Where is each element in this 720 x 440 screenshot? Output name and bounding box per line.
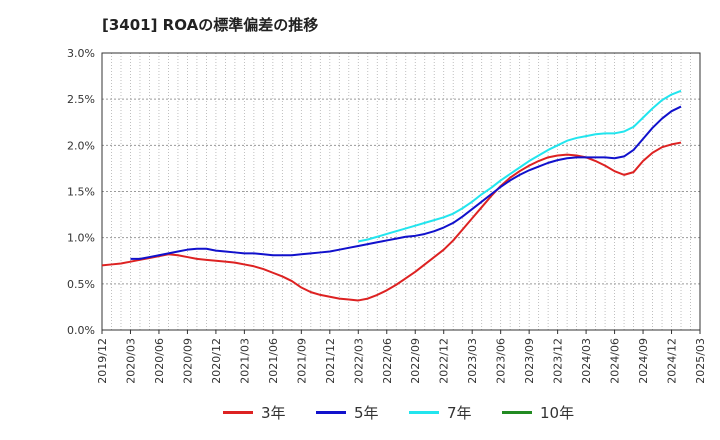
x-tick-label: 2023/12 <box>552 338 565 384</box>
y-axis-ticks: 0.0% 0.5% 1.0% 1.5% 2.0% 2.5% 3.0% <box>67 47 95 337</box>
x-tick-label: 2024/12 <box>666 338 679 384</box>
legend-item: 7年 <box>409 402 472 423</box>
legend-swatch <box>316 411 346 414</box>
series-line-5年 <box>130 105 682 260</box>
x-tick-label: 2019/12 <box>96 338 109 384</box>
x-tick-label: 2024/06 <box>609 338 622 384</box>
x-tick-label: 2020/06 <box>153 338 166 384</box>
x-tick-label: 2022/12 <box>438 338 451 384</box>
x-tick-label: 2023/03 <box>466 338 479 384</box>
y-tick-label: 1.5% <box>67 186 95 199</box>
series-line-7年 <box>358 89 682 243</box>
legend-swatch <box>223 411 253 414</box>
x-tick-label: 2020/03 <box>124 338 137 384</box>
legend-item: 3年 <box>223 402 286 423</box>
x-tick-label: 2021/09 <box>295 338 308 384</box>
y-tick-label: 0.0% <box>67 324 95 337</box>
legend-swatch <box>502 411 532 414</box>
x-tick-label: 2020/09 <box>181 338 194 384</box>
x-tick-label: 2023/09 <box>523 338 536 384</box>
x-tick-label: 2021/06 <box>267 338 280 384</box>
legend-label: 10年 <box>540 404 575 422</box>
x-tick-label: 2020/12 <box>210 338 223 384</box>
legend-label: 3年 <box>261 404 286 422</box>
y-tick-label: 2.0% <box>67 139 95 152</box>
x-tick-label: 2023/06 <box>495 338 508 384</box>
series-lines <box>101 89 682 302</box>
x-tick-label: 2021/03 <box>238 338 251 384</box>
y-tick-label: 1.0% <box>67 232 95 245</box>
plot-frame <box>101 52 701 331</box>
line-chart: 0.0% 0.5% 1.0% 1.5% 2.0% 2.5% 3.0% 2019/12 2020… <box>67 47 707 384</box>
series-line-3年 <box>101 141 682 302</box>
legend-swatch <box>409 411 439 414</box>
axes <box>101 52 701 334</box>
legend-label: 7年 <box>447 404 472 422</box>
x-axis-ticks: 2019/12 2020/03 2020/06 2020/09 2020/12 2021/… <box>96 338 707 384</box>
y-tick-label: 0.5% <box>67 278 95 291</box>
chart-legend: 3年 5年 7年 10年 <box>0 402 720 426</box>
x-tick-label: 2022/09 <box>409 338 422 384</box>
x-tick-label: 2022/06 <box>381 338 394 384</box>
legend-item: 5年 <box>316 402 379 423</box>
x-tick-label: 2021/12 <box>324 338 337 384</box>
x-tick-label: 2024/03 <box>580 338 593 384</box>
grid-lines <box>101 52 701 331</box>
chart-title: [3401] ROAの標準偏差の推移 <box>102 16 319 34</box>
x-tick-label: 2024/09 <box>637 338 650 384</box>
legend-label: 5年 <box>354 404 379 422</box>
y-tick-label: 3.0% <box>67 47 95 60</box>
x-tick-label: 2025/03 <box>694 338 707 384</box>
legend-item: 10年 <box>502 402 574 423</box>
x-tick-label: 2022/03 <box>352 338 365 384</box>
y-tick-label: 2.5% <box>67 93 95 106</box>
